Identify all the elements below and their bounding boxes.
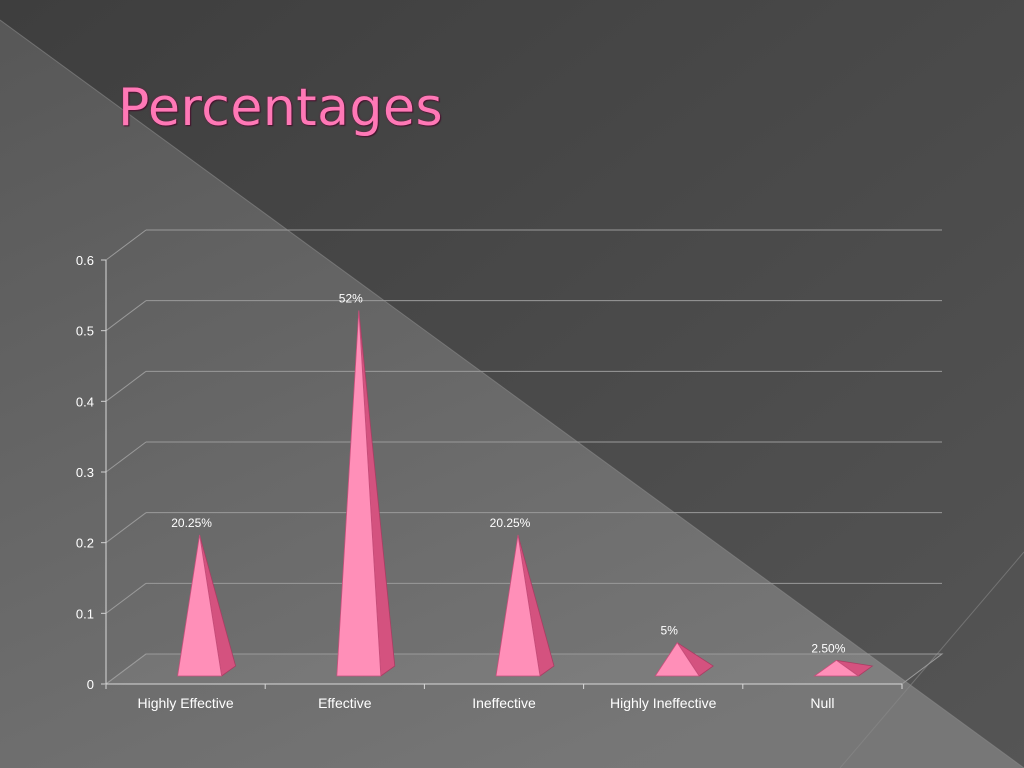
pyramid-bar	[336, 310, 382, 677]
data-label: 52%	[339, 292, 363, 306]
slide-title: Percentages	[118, 78, 444, 138]
gridline-depth	[105, 441, 147, 473]
data-label: 20.25%	[171, 516, 212, 530]
data-label: 5%	[661, 624, 679, 638]
y-tick-label: 0	[87, 677, 94, 692]
pyramid-bar	[495, 534, 541, 677]
x-category-label: Ineffective	[472, 695, 536, 711]
data-label: 20.25%	[490, 516, 531, 530]
x-category-label: Highly Effective	[137, 695, 233, 711]
data-label: 2.50%	[811, 641, 845, 655]
x-category-label: Effective	[318, 695, 372, 711]
y-tick-label: 0.3	[76, 465, 94, 480]
y-tick-label: 0.5	[76, 324, 94, 339]
x-category-label: Null	[810, 695, 834, 711]
pyramid-bar	[177, 534, 223, 677]
gridline-depth	[105, 512, 147, 544]
gridline-depth	[105, 582, 147, 614]
y-tick-label: 0.4	[76, 394, 94, 409]
gridline-depth	[105, 300, 147, 332]
background-corner-line	[839, 551, 1024, 768]
y-tick-label: 0.2	[76, 536, 94, 551]
x-category-label: Highly Ineffective	[610, 695, 717, 711]
gridline-depth	[105, 229, 147, 261]
pyramid-bar	[813, 659, 860, 677]
gridline-depth	[105, 370, 147, 402]
background-diagonal-line	[0, 19, 1024, 768]
y-tick-label: 0.6	[76, 253, 94, 268]
y-tick-label: 0.1	[76, 606, 94, 621]
pyramid-bar	[654, 641, 700, 677]
